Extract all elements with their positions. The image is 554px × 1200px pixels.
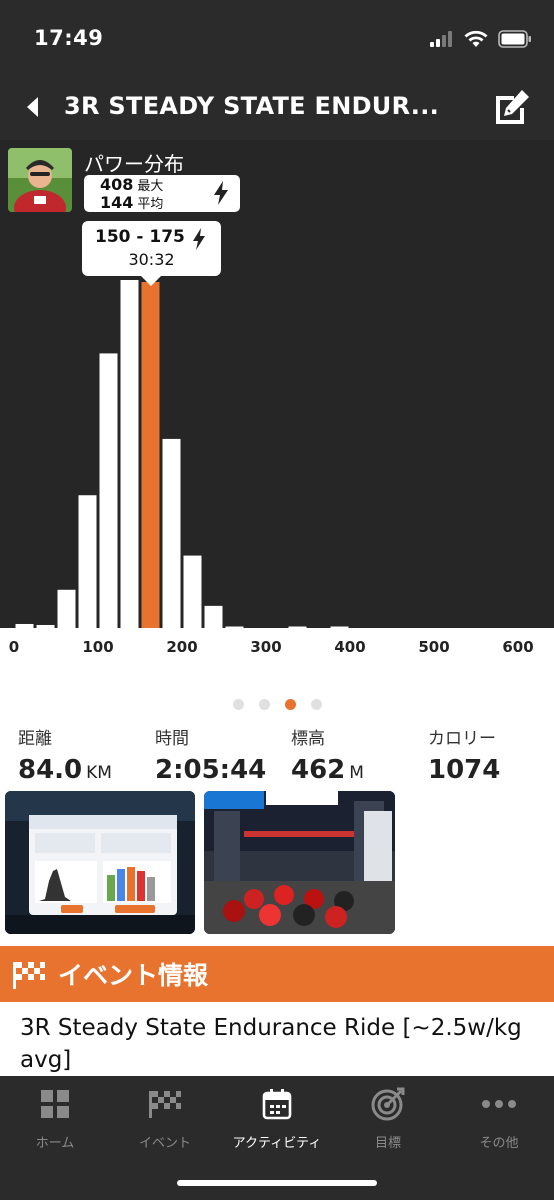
status-time: 17:49 [34,26,104,50]
avg-power-value: 144 [100,193,134,212]
avg-power-label: 平均 [137,197,164,212]
ride-screenshot-thumbnail[interactable] [5,791,195,934]
histogram-bar[interactable] [15,623,34,628]
tab-more[interactable]: その他 [444,1086,554,1151]
screenshot-race-image [204,791,395,934]
lightning-bolt-icon [193,228,205,250]
rider-avatar-icon [8,148,72,212]
tab-events[interactable]: イベント [110,1086,220,1151]
pager-dots [0,699,554,711]
bottom-tab-bar: ホーム イベント アクティビティ 目標 [0,1076,554,1200]
histogram-bar[interactable] [57,589,76,628]
elevation-unit: M [349,763,364,783]
pager-dot[interactable] [259,699,270,710]
x-tick-label: 400 [334,638,365,656]
histogram-bar[interactable] [288,626,307,629]
max-power-value: 408 [100,175,134,194]
tab-label: その他 [479,1136,519,1151]
histogram-bar[interactable] [183,555,202,628]
more-dots-icon [482,1100,516,1108]
histogram-bar[interactable] [162,438,181,628]
tab-label: イベント [138,1136,191,1151]
distance-unit: KM [86,763,112,783]
selected-bin-tooltip: 150 - 175 30:32 [82,221,221,286]
grid-icon [41,1090,69,1118]
home-indicator [177,1180,377,1186]
edit-button[interactable] [492,86,532,128]
target-icon [371,1087,405,1121]
event-name[interactable]: 3R Steady State Endurance Ride [~2.5w/kg… [20,1015,522,1073]
elevation-value: 462 [291,755,346,785]
back-arrow-icon [27,97,38,117]
max-power-row: 408 最大 [100,175,163,194]
avg-power-row: 144 平均 [100,193,163,212]
battery-icon [498,30,531,48]
histogram-bar[interactable] [99,353,118,628]
histogram-svg [15,280,349,629]
metric-time: 時間 2:05:44 [155,724,266,785]
edit-icon [496,90,529,124]
pager-dot-active[interactable] [285,699,296,710]
x-axis: 0 100 200 300 400 500 600 [9,638,534,656]
histogram-bar[interactable] [204,605,223,628]
distance-value: 84.0 [18,755,83,785]
histogram-bar-selected[interactable] [141,282,160,628]
tab-label: 目標 [374,1136,401,1151]
calendar-icon [262,1089,292,1120]
selected-time: 30:32 [128,250,175,269]
back-button[interactable] [20,92,48,122]
histogram-bar[interactable] [120,280,139,628]
metric-distance: 距離 84.0 KM [18,724,112,785]
x-tick-label: 500 [418,638,449,656]
event-header-title: イベント情報 [58,961,209,990]
metric-label: 標高 [291,729,325,749]
event-info-header: イベント情報 [0,946,554,1002]
tab-label: アクティビティ [232,1136,322,1151]
tab-home[interactable]: ホーム [0,1086,110,1151]
status-bar: 17:49 [0,0,554,78]
selected-range: 150 - 175 [95,227,185,247]
pager-dot[interactable] [233,699,244,710]
x-tick-label: 200 [166,638,197,656]
chart-title: パワー分布 [84,152,184,176]
histogram-bar[interactable] [78,495,97,628]
metric-value: 84.0 KM [18,755,112,785]
wifi-icon [464,30,488,47]
x-tick-label: 100 [82,638,113,656]
signal-icon [430,31,452,47]
power-stats-box: 408 最大 144 平均 [84,175,240,212]
metric-calories: カロリー 1074 [428,724,500,785]
tab-goals[interactable]: 目標 [333,1086,443,1151]
time-value: 2:05:44 [155,755,267,785]
metric-label: 距離 [18,729,52,749]
tab-label: ホーム [35,1136,75,1151]
avatar [8,148,72,212]
metric-value: 462 M [291,755,364,785]
histogram-bar[interactable] [225,626,244,629]
max-power-label: 最大 [137,179,164,194]
metric-value: 2:05:44 [155,755,266,785]
ride-screenshot-thumbnail[interactable] [204,791,395,934]
metric-label: カロリー [428,729,496,749]
status-icons [430,30,532,48]
x-tick-label: 600 [502,638,533,656]
checkered-flag-icon [13,962,45,989]
screenshot-summary-image [5,791,195,934]
power-distribution-chart[interactable]: パワー分布 408 最大 144 平均 150 - 175 30:32 [0,140,554,670]
histogram-bar[interactable] [330,626,349,629]
pager-dot[interactable] [311,699,322,710]
metric-label: 時間 [155,729,189,749]
lightning-bolt-icon [214,181,228,205]
page-title: 3R STEADY STATE ENDUR... [64,92,440,120]
x-tick-label: 300 [250,638,281,656]
metric-value: 1074 [428,755,500,785]
calories-value: 1074 [428,755,501,785]
metric-elevation: 標高 462 M [291,724,364,785]
checkered-flag-icon [149,1091,181,1118]
tab-activities[interactable]: アクティビティ [222,1086,332,1151]
x-axis-strip: 0 100 200 300 400 500 600 [0,628,554,670]
nav-bar: 3R STEADY STATE ENDUR... [0,78,554,140]
x-tick-label: 0 [9,638,19,656]
histogram-bar[interactable] [36,624,55,628]
